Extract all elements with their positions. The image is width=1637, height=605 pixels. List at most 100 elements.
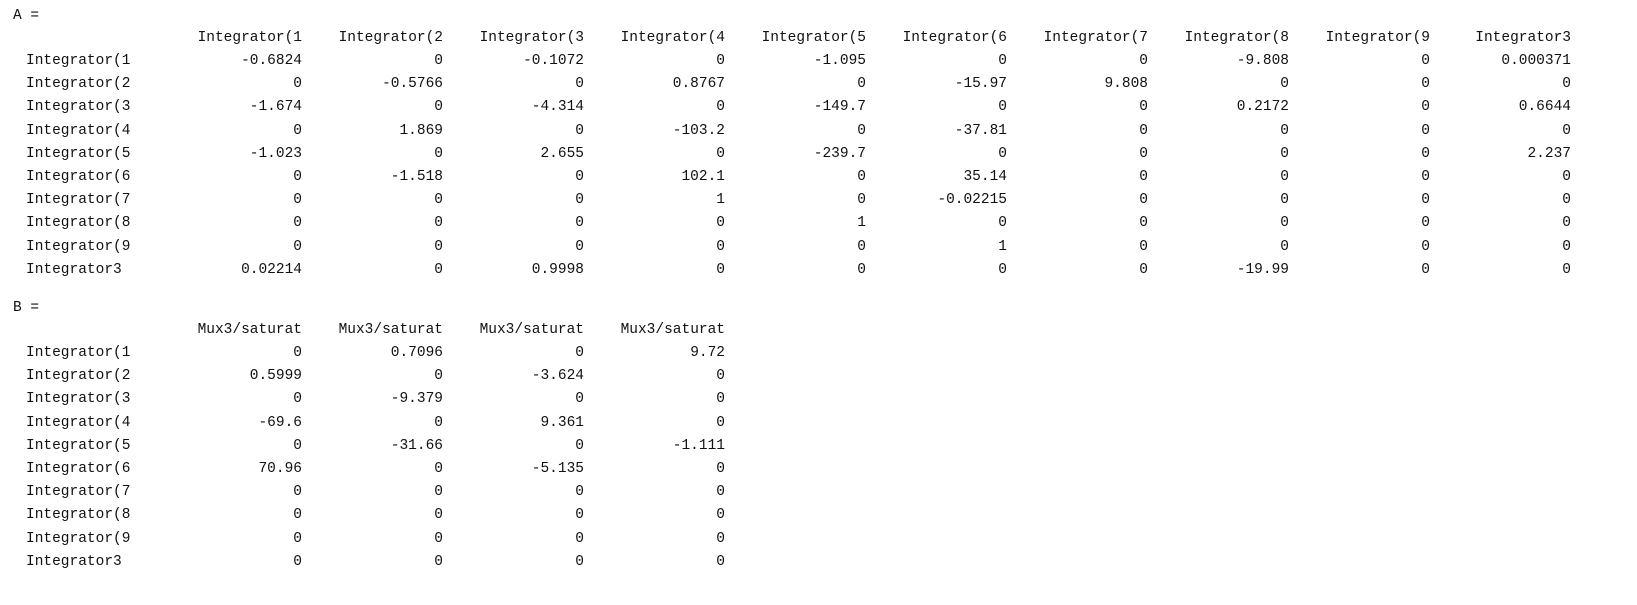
matrix-b-column-header: Mux3/saturat <box>620 322 725 338</box>
matrix-a-cell: -0.5766 <box>382 76 443 93</box>
matrix-b-cell: 0 <box>293 391 302 408</box>
matrix-a-cell: -15.97 <box>954 76 1007 93</box>
matrix-a-cell: 0 <box>998 53 1007 69</box>
matrix-a-cell: 0.2172 <box>1236 99 1289 116</box>
matrix-a-cell: 0 <box>857 122 866 139</box>
matrix-a-cell: 0 <box>293 122 302 139</box>
matrix-b-row-header: Integrator(1 <box>26 345 131 361</box>
matrix-a-cell: 0 <box>1421 122 1430 139</box>
matrix-a-cell: 0 <box>1421 169 1430 186</box>
matrix-a-corner <box>26 26 161 50</box>
matrix-a-cell: -37.81 <box>954 122 1007 139</box>
matrix-b-header-row: Mux3/saturat Mux3/saturat Mux3/saturat Mux3… <box>26 318 725 342</box>
matrix-a-cell: 0 <box>434 53 443 69</box>
matrix-a-cell: 0 <box>998 99 1007 116</box>
matrix-a-cell: 0.6644 <box>1518 99 1571 116</box>
matrix-a-cell: 0 <box>1421 215 1430 232</box>
matrix-a-row: Integrator(1 -0.6824 0 -0.1072 0 -1.095 0 0 -9.8… <box>26 50 1571 73</box>
matrix-b-corner <box>26 318 161 342</box>
matrix-a-cell: 0 <box>857 169 866 186</box>
matrix-a-cell: 0 <box>857 238 866 255</box>
matrix-b-cell: 0 <box>575 437 584 454</box>
matrix-a-cell: 0 <box>1280 238 1289 255</box>
matrix-a-row-header: Integrator(3 <box>26 99 131 116</box>
matrix-a-cell: 0 <box>1139 53 1148 69</box>
matrix-a-cell: 0 <box>716 238 725 255</box>
matrix-b-cell: 0 <box>293 484 302 501</box>
matrix-a-cell: 0 <box>434 192 443 209</box>
matrix-b-column-header: Mux3/saturat <box>479 322 584 338</box>
matrix-a-cell: 2.655 <box>540 145 584 162</box>
matrix-b-cell: 0 <box>716 391 725 408</box>
matrix-a-column-header: Integrator(1 <box>197 30 302 46</box>
matrix-a-cell: -1.518 <box>390 169 443 186</box>
matrix-a-cell: 1 <box>716 192 725 209</box>
matrix-a-cell: 0 <box>1280 192 1289 209</box>
matrix-a-row-header: Integrator(8 <box>26 215 131 232</box>
matrix-b-cell: 0 <box>716 414 725 431</box>
matrix-a-column-header: Integrator(9 <box>1325 30 1430 46</box>
matrix-a-cell: -239.7 <box>813 145 866 162</box>
matrix-b-row-header: Integrator(7 <box>26 484 131 501</box>
matrix-a-row: Integrator(7 0 0 0 1 0 -0.02215 0 0 0 0 <box>26 189 1571 212</box>
matrix-a-cell: 0 <box>293 192 302 209</box>
matrix-a-cell: 0 <box>857 261 866 278</box>
matrix-a-cell: 0 <box>1280 76 1289 93</box>
matrix-b-cell: 0 <box>434 461 443 478</box>
matrix-a-cell: 0 <box>1139 122 1148 139</box>
matrix-a-cell: -9.808 <box>1236 53 1289 69</box>
matrix-a-cell: -19.99 <box>1236 261 1289 278</box>
matrix-a-cell: 0 <box>1421 192 1430 209</box>
matrix-a-cell: -0.6824 <box>241 53 302 69</box>
matrix-a-cell: 0 <box>434 99 443 116</box>
matrix-a-row-header: Integrator(7 <box>26 192 131 209</box>
matrix-a-cell: 0 <box>716 215 725 232</box>
matrix-b-cell: 0 <box>575 530 584 547</box>
matrix-b-cell: 0.7096 <box>390 345 443 361</box>
matrix-b-row: Integrator(7 0 0 0 0 <box>26 481 725 504</box>
matrix-b-column-header: Mux3/saturat <box>338 322 443 338</box>
matrix-b-cell: 0 <box>716 553 725 570</box>
matrix-a-row: Integrator(9 0 0 0 0 0 1 0 0 0 0 <box>26 236 1571 259</box>
matrix-b-cell: 9.361 <box>540 414 584 431</box>
matrix-b-row: Integrator(5 0 -31.66 0 -1.111 <box>26 435 725 458</box>
matrix-a-cell: 0 <box>998 261 1007 278</box>
matrix-b-cell: -9.379 <box>390 391 443 408</box>
matrix-b-cell: -5.135 <box>531 461 584 478</box>
matrix-a-cell: 0 <box>1421 53 1430 69</box>
matrix-a-cell: 0 <box>1421 76 1430 93</box>
matrix-a-cell: 2.237 <box>1527 145 1571 162</box>
matrix-b-cell: 0 <box>575 391 584 408</box>
matrix-a-label: A = <box>13 8 40 24</box>
matrix-a-cell: 0 <box>1139 215 1148 232</box>
matrix-b-row: Integrator3 0 0 0 0 <box>26 551 725 574</box>
matrix-b-table: Mux3/saturat Mux3/saturat Mux3/saturat Mux3… <box>26 318 725 574</box>
matrix-a-row: Integrator(3 -1.674 0 -4.314 0 -149.7 0 0 0.2172… <box>26 96 1571 119</box>
matrix-a-cell: 0 <box>1280 215 1289 232</box>
matrix-a-row-header: Integrator(4 <box>26 122 131 139</box>
matrix-b-row: Integrator(6 70.96 0 -5.135 0 <box>26 458 725 481</box>
matrix-a-row-header: Integrator(2 <box>26 76 131 93</box>
matrix-a-row: Integrator(6 0 -1.518 0 102.1 0 35.14 0 0 0 0 <box>26 166 1571 189</box>
matrix-a-cell: -0.1072 <box>523 53 584 69</box>
matrix-a-cell: 0 <box>293 215 302 232</box>
matrix-b-cell: 0 <box>575 484 584 501</box>
matrix-b-cell: 0 <box>575 345 584 361</box>
matrix-a-cell: 0 <box>293 238 302 255</box>
matrix-a-cell: 0 <box>998 145 1007 162</box>
matrix-b-cell: -69.6 <box>258 414 302 431</box>
matrix-b-row-header: Integrator(4 <box>26 414 131 431</box>
matrix-a-cell: 0 <box>1280 122 1289 139</box>
matrix-a-row-header: Integrator3 <box>26 261 122 278</box>
matrix-b-cell: 9.72 <box>690 345 725 361</box>
matrix-a-column-header: Integrator3 <box>1475 30 1571 46</box>
matrix-a-cell: 0 <box>1139 261 1148 278</box>
matrix-a-row-header: Integrator(6 <box>26 169 131 186</box>
matrix-a-cell: 0 <box>857 192 866 209</box>
matrix-a-row: Integrator3 0.02214 0 0.9998 0 0 0 0 -19.99 0 0 <box>26 259 1571 282</box>
matrix-a-cell: 0 <box>1421 145 1430 162</box>
matrix-a-cell: 0 <box>1562 192 1571 209</box>
matrix-b-row-header: Integrator(3 <box>26 391 131 408</box>
matrix-a-cell: 0 <box>1421 99 1430 116</box>
matrix-a-cell: 0 <box>1421 238 1430 255</box>
